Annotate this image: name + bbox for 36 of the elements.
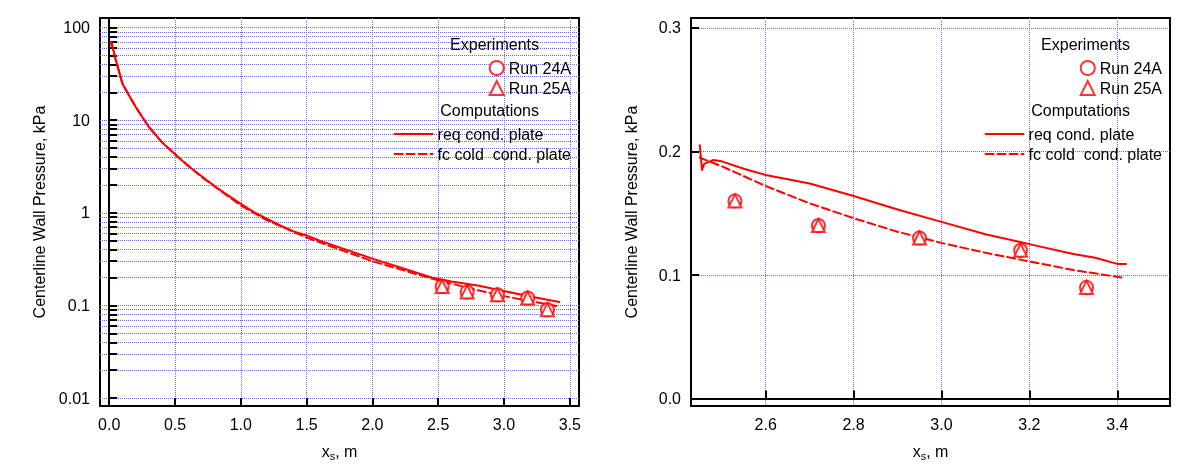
x-tick-label: 3.0 xyxy=(492,415,516,433)
x-tick-label: 0.5 xyxy=(163,415,187,433)
legend-label: Run 24A xyxy=(1099,59,1163,77)
legend-label: fc cold cond. plate xyxy=(1028,145,1163,163)
annotation: Experiments xyxy=(1041,35,1130,53)
legend-label: Run 24A xyxy=(508,59,572,77)
x-tick-label: 3.0 xyxy=(930,415,953,433)
legend-label: Run 25A xyxy=(508,79,572,97)
x-tick-label: 2.8 xyxy=(842,415,865,433)
y-axis-title: Centerline Wall Pressure, kPa xyxy=(31,105,49,319)
annotation: Experiments xyxy=(450,35,539,53)
x-tick-label: 1.5 xyxy=(295,415,318,433)
x-tick-label: 2.6 xyxy=(754,415,777,433)
x-tick-label: 0.0 xyxy=(98,415,121,433)
y-tick-label: 1 xyxy=(81,204,91,222)
y-axis-title: Centerline Wall Pressure, kPa xyxy=(622,105,640,319)
y-tick-label: 0.2 xyxy=(658,142,682,160)
annotation: Computations xyxy=(440,101,539,119)
y-tick-label: 0.1 xyxy=(67,296,91,314)
y-tick-label: 0.1 xyxy=(658,266,682,284)
y-tick-label: 0.01 xyxy=(58,389,91,407)
x-tick-label: 3.4 xyxy=(1106,415,1129,433)
y-tick-label: 0.0 xyxy=(658,390,682,408)
y-tick-label: 0.3 xyxy=(658,19,682,37)
x-tick-label: 2.5 xyxy=(427,415,450,433)
annotation: Computations xyxy=(1031,101,1130,119)
x-tick-label: 2.0 xyxy=(361,415,384,433)
x-tick-label: 3.2 xyxy=(1018,415,1041,433)
y-tick-label: 100 xyxy=(63,19,91,37)
x-tick-label: 3.5 xyxy=(558,415,582,433)
legend-label: Run 25A xyxy=(1099,79,1163,97)
y-tick-label: 10 xyxy=(72,111,91,129)
legend-label: fc cold cond. plate xyxy=(437,145,572,163)
legend-label: req cond. plate xyxy=(1028,125,1135,143)
x-tick-label: 1.0 xyxy=(229,415,253,433)
legend-label: req cond. plate xyxy=(437,125,544,143)
